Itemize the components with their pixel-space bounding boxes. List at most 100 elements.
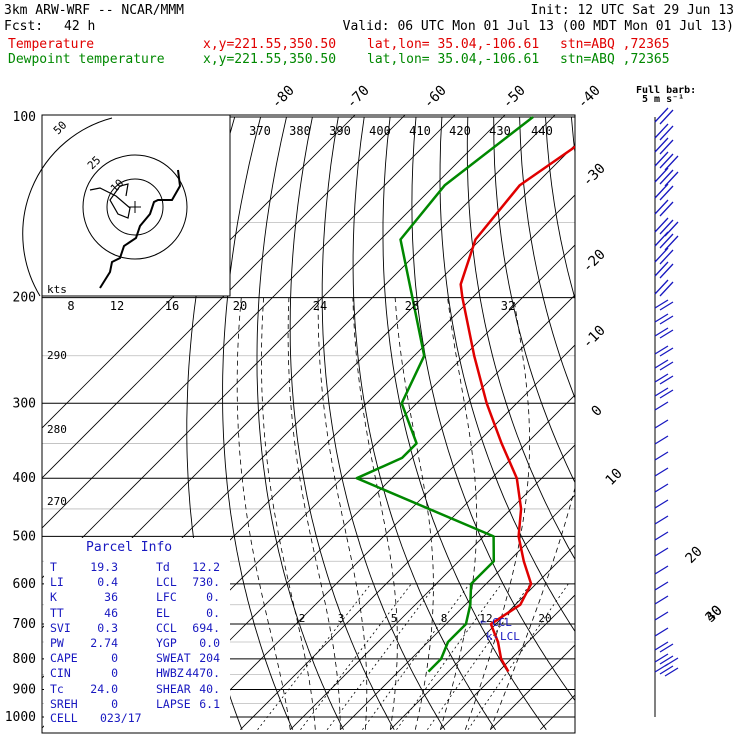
- parcel-value: 0.: [206, 605, 220, 620]
- isotherm-label: -10: [580, 323, 609, 352]
- wind-barb: [654, 107, 674, 125]
- wind-barb-feather: [654, 261, 669, 277]
- wind-barb: [654, 499, 669, 509]
- barb-legend-unit: 5 m s⁻¹: [642, 94, 685, 105]
- dry-adiabat-label: 290: [47, 349, 67, 362]
- temperature-xy: x,y=221.55,350.50: [203, 37, 337, 52]
- isotherm-line: [290, 444, 575, 730]
- pressure-tick-label: 200: [13, 291, 36, 306]
- wind-barb-feather: [659, 301, 674, 311]
- wind-barb-feather: [654, 183, 669, 199]
- wind-barb-feather: [654, 483, 669, 493]
- moist-adiabat-line: [261, 297, 316, 730]
- wind-barb: [654, 611, 669, 621]
- wind-barb-feather: [654, 401, 669, 411]
- isotherm-label: 40: [703, 603, 726, 626]
- parcel-value: 0.4: [97, 575, 118, 590]
- dry-adiabat-label: 280: [47, 423, 67, 436]
- valid-time: Valid: 06 UTC Mon 01 Jul 13 (00 MDT Mon …: [342, 19, 734, 34]
- wind-barb: [654, 313, 674, 325]
- dry-adiabat-line: [519, 116, 575, 400]
- mixing-ratio-label: 2: [299, 612, 306, 625]
- parcel-value: 46: [104, 605, 118, 620]
- parcel-label: CCL: [156, 620, 177, 635]
- wind-barb-feather: [664, 235, 679, 251]
- wind-barb: [654, 123, 674, 141]
- parcel-label: SREH: [50, 696, 78, 711]
- parcel-label: HWBZ: [156, 666, 184, 681]
- dry-adiabat-line: [222, 116, 294, 730]
- wind-barb-feather: [659, 315, 674, 325]
- wind-barb-feather: [659, 375, 674, 385]
- wind-barb-feather: [654, 499, 669, 509]
- theta-e-label: 380: [289, 124, 311, 138]
- wind-barb-feather: [659, 389, 674, 399]
- dewpoint-xy: x,y=221.55,350.50: [203, 52, 337, 67]
- isotherm-line: [540, 694, 575, 730]
- wind-barb: [654, 483, 669, 493]
- theta-e-label: 410: [409, 124, 431, 138]
- parcel-value: 6.1: [199, 696, 220, 711]
- parcel-label: EL: [156, 605, 170, 620]
- wind-barb: [654, 247, 674, 265]
- wind-barb: [654, 137, 674, 155]
- wind-barb-feather: [654, 247, 669, 263]
- ccl-marker: CCL: [492, 616, 512, 629]
- parcel-value: 204: [199, 651, 220, 666]
- wind-barb-feather: [654, 581, 669, 591]
- wind-barb-feather: [664, 667, 679, 677]
- isotherm-label: -30: [580, 161, 609, 190]
- wind-barb-feather: [654, 345, 669, 355]
- theta-e-label: 420: [449, 124, 471, 138]
- mixing-ratio-line: [467, 583, 569, 730]
- dry-adiabat-line: [321, 116, 446, 730]
- wind-barb: [654, 515, 669, 525]
- mixing-ratio-line: [362, 583, 470, 730]
- wind-barb-feather: [654, 531, 669, 541]
- wind-barb-feather: [659, 329, 674, 339]
- isotherm-label: -80: [269, 83, 298, 112]
- wind-barb: [654, 627, 669, 637]
- parcel-label: LCL: [156, 575, 177, 590]
- wind-barb-feather: [654, 435, 669, 445]
- wind-barb-feather: [654, 653, 669, 663]
- dry-adiabat-label: 270: [47, 495, 67, 508]
- dry-adiabat-line: [675, 117, 740, 730]
- wind-barb-feather: [654, 419, 669, 429]
- wind-barb: [654, 373, 674, 385]
- wind-barb: [654, 595, 669, 605]
- model-title: 3km ARW-WRF -- NCAR/MMM: [4, 3, 185, 18]
- wind-barb-feather: [654, 359, 669, 369]
- mixing-ratio-line: [396, 583, 502, 730]
- moist-adiabat-line: [287, 297, 341, 730]
- dry-adiabat-line: [701, 117, 740, 730]
- pressure-tick-label: 500: [13, 529, 36, 544]
- isotherm-line: [42, 115, 356, 429]
- parcel-value: 0: [111, 696, 118, 711]
- mixing-ratio-label: 5: [391, 612, 398, 625]
- parcel-label: YGP: [156, 636, 177, 650]
- dry-adiabat-line: [597, 117, 740, 730]
- parcel-label: LFC: [156, 590, 177, 605]
- wind-barb-feather: [659, 249, 674, 265]
- parcel-label: Td: [156, 560, 170, 574]
- wind-barb: [654, 565, 669, 575]
- mixing-ratio-line: [257, 583, 372, 730]
- hodograph-axis-label: 32: [501, 299, 515, 313]
- wind-barb-feather: [659, 665, 674, 675]
- pressure-tick-label: 800: [13, 652, 36, 667]
- wind-barb-feather: [659, 125, 674, 141]
- parcel-cell-label: CELL: [50, 711, 78, 725]
- parcel-value: 0.: [206, 590, 220, 605]
- hodograph-trace: [89, 183, 131, 219]
- wind-barb-feather: [659, 109, 674, 125]
- theta-e-label: 370: [249, 124, 271, 138]
- fcst-value: 42 h: [64, 19, 96, 34]
- wind-barb: [654, 167, 679, 187]
- parcel-label: TT: [50, 605, 64, 620]
- wind-barb-feather: [654, 373, 669, 383]
- isotherm-label: 10: [603, 466, 626, 489]
- dry-adiabat-line: [493, 116, 575, 484]
- dry-adiabat-line: [352, 116, 496, 730]
- lcl-marker: LCL: [500, 630, 520, 643]
